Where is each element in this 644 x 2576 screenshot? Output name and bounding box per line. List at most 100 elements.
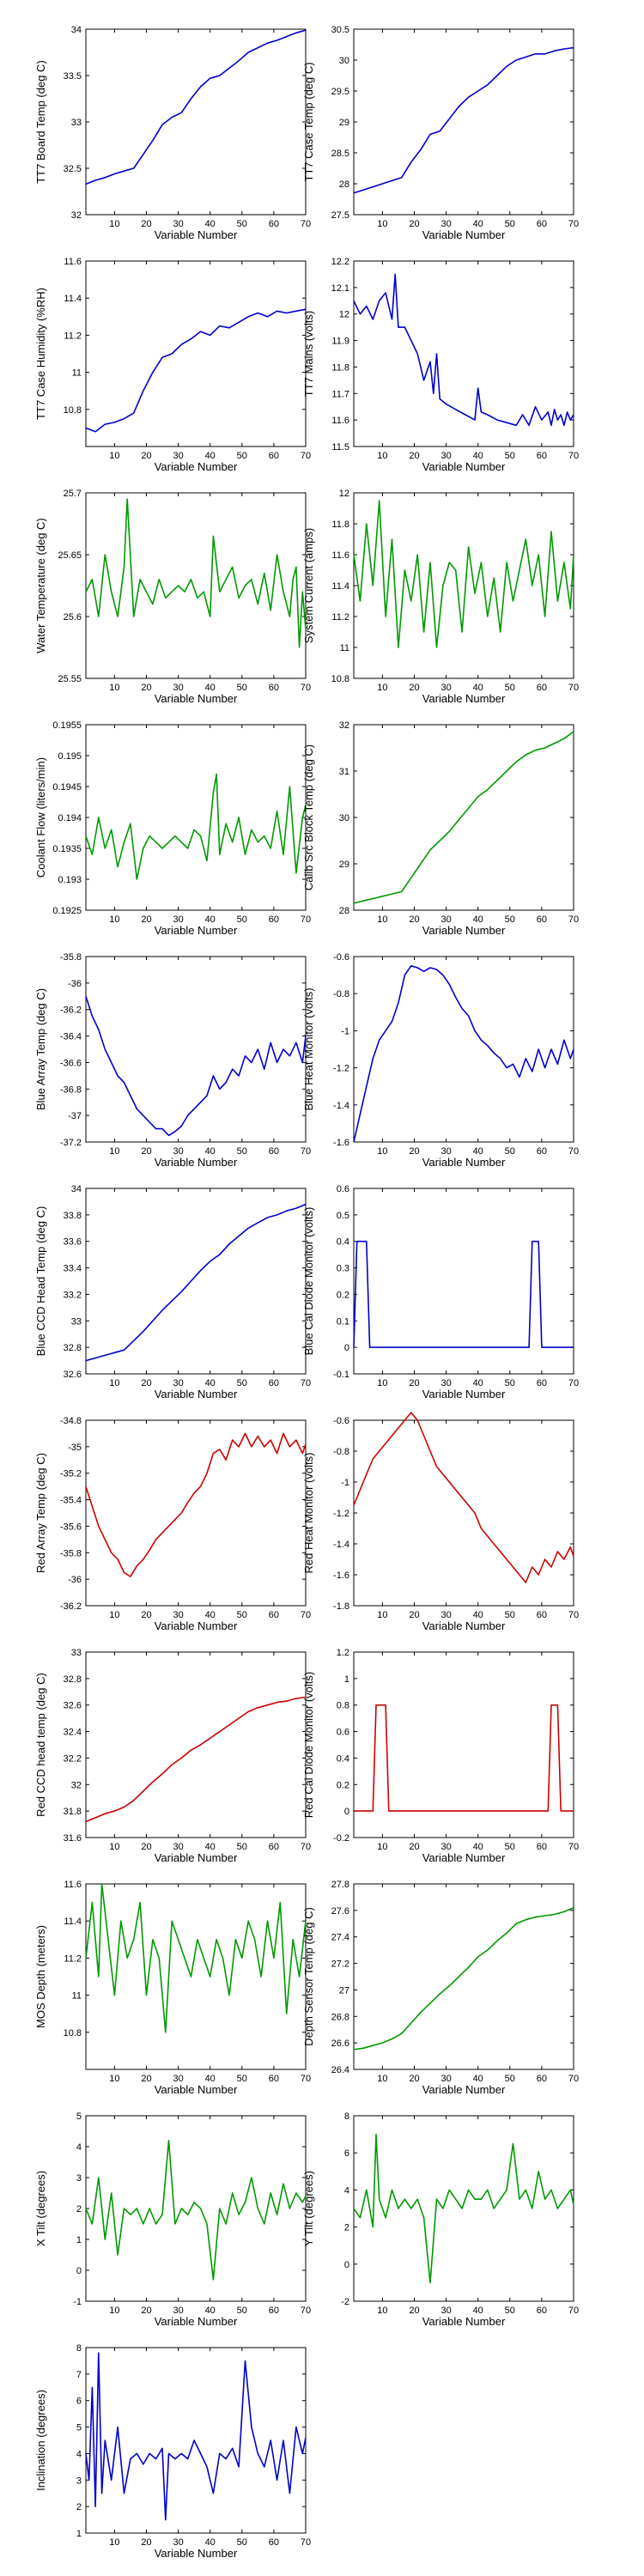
x-tick-label: 30 bbox=[440, 914, 451, 925]
y-axis-label: Blue Cal Diode Monitor (volts) bbox=[302, 1207, 315, 1356]
x-tick-label: 10 bbox=[109, 219, 119, 229]
y-tick-label: 11.4 bbox=[64, 294, 82, 304]
y-tick-label: 33.6 bbox=[64, 1237, 82, 1248]
y-tick-label: 6 bbox=[344, 2148, 349, 2159]
y-tick-label: 12 bbox=[339, 489, 349, 499]
y-tick-label: 27.6 bbox=[331, 1906, 349, 1917]
y-tick-label: 11.6 bbox=[64, 1880, 82, 1890]
x-tick-label: 70 bbox=[568, 1146, 579, 1157]
x-tick-label: 70 bbox=[568, 914, 579, 925]
y-tick-label: 0.1945 bbox=[52, 782, 82, 793]
plot-frame bbox=[85, 1419, 307, 1607]
y-tick-label: 32 bbox=[71, 1780, 82, 1790]
y-axis-label: X Tilt (degrees) bbox=[34, 2171, 47, 2246]
x-tick-label: 30 bbox=[440, 2074, 451, 2084]
x-tick-label: 60 bbox=[537, 2306, 547, 2316]
x-tick-label: 30 bbox=[173, 1378, 183, 1388]
x-tick-label: 70 bbox=[301, 1610, 311, 1620]
x-tick-label: 20 bbox=[141, 2074, 151, 2084]
x-axis-label: Variable Number bbox=[422, 1619, 506, 1632]
y-axis-label: Red Array Temp (deg C) bbox=[34, 1453, 47, 1573]
x-tick-label: 70 bbox=[568, 1610, 579, 1620]
y-axis-label: TT7 Case Humidity (%RH) bbox=[34, 288, 47, 420]
y-tick-label: 30.5 bbox=[331, 25, 349, 35]
series-line bbox=[85, 29, 307, 185]
y-tick-label: 11.5 bbox=[331, 442, 349, 453]
chart-depth-sensor-temp: 10 20 30 40 50 60 70 26.4 26.6 26.8 27 27.2 27.4 27.6… bbox=[302, 1880, 579, 2096]
y-tick-label: 1 bbox=[344, 1674, 349, 1685]
y-tick-label: -0.1 bbox=[333, 1370, 349, 1380]
y-tick-label: 8 bbox=[76, 2343, 82, 2354]
x-axis-label: Variable Number bbox=[155, 1851, 238, 1864]
x-axis-label: Variable Number bbox=[155, 692, 238, 705]
series-line bbox=[85, 1696, 307, 1823]
x-tick-label: 10 bbox=[377, 1146, 387, 1157]
x-tick-label: 60 bbox=[269, 219, 279, 229]
x-tick-label: 10 bbox=[109, 1378, 119, 1388]
y-tick-label: 31 bbox=[339, 767, 349, 777]
plot-frame bbox=[353, 956, 574, 1143]
x-tick-label: 50 bbox=[237, 914, 247, 925]
chart-blue-array-temp: 10 20 30 40 50 60 70 -37.2 -37 -36.8 -36.6 -36.4 -36… bbox=[34, 952, 311, 1169]
y-axis-label: Coolant Flow (liters/min) bbox=[34, 757, 47, 878]
y-tick-label: 5 bbox=[76, 2423, 82, 2433]
y-tick-label: 0.1925 bbox=[52, 906, 82, 916]
y-tick-label: 33.8 bbox=[64, 1211, 82, 1221]
y-tick-label: 31.6 bbox=[64, 1833, 82, 1844]
plot-frame bbox=[85, 2347, 307, 2534]
y-tick-label: -37.2 bbox=[60, 1138, 82, 1148]
x-tick-label: 10 bbox=[377, 683, 387, 693]
x-axis-label: Variable Number bbox=[155, 2083, 238, 2096]
x-tick-label: 20 bbox=[409, 1378, 419, 1388]
x-tick-label: 70 bbox=[301, 2537, 311, 2548]
y-tick-label: 0.1 bbox=[337, 1316, 349, 1327]
x-tick-label: 20 bbox=[141, 1378, 151, 1388]
y-tick-label: 34 bbox=[71, 25, 82, 35]
x-tick-label: 50 bbox=[505, 1378, 515, 1388]
y-tick-label: 29 bbox=[339, 860, 349, 870]
x-axis-label: Variable Number bbox=[422, 228, 506, 241]
y-tick-label: -1 bbox=[73, 2297, 82, 2307]
x-axis-label: Variable Number bbox=[155, 1619, 238, 1632]
y-tick-label: -0.2 bbox=[333, 1833, 349, 1844]
y-tick-label: -1.6 bbox=[333, 1571, 349, 1581]
y-tick-label: 27.5 bbox=[331, 210, 349, 221]
y-tick-label: -1 bbox=[341, 1026, 349, 1036]
x-tick-label: 50 bbox=[505, 914, 515, 925]
chart-red-cal-diode-monitor: 10 20 30 40 50 60 70 -0.2 0 0.2 0.4 0.6 0.8 1 1.2 Varia… bbox=[302, 1648, 579, 1864]
x-tick-label: 30 bbox=[440, 1146, 451, 1157]
x-tick-label: 40 bbox=[205, 2537, 216, 2548]
chart-red-ccd-head-temp: 10 20 30 40 50 60 70 31.6 31.8 32 32.2 32.4 32.6 32.8… bbox=[34, 1648, 311, 1864]
x-tick-label: 30 bbox=[440, 1610, 451, 1620]
chart-tt7-mains: 10 20 30 40 50 60 70 11.5 11.6 11.7 11.8 11.9 12 12.1… bbox=[302, 257, 579, 473]
y-tick-label: 32.6 bbox=[64, 1701, 82, 1711]
x-tick-label: 70 bbox=[301, 219, 311, 229]
y-tick-label: 33 bbox=[71, 1648, 82, 1658]
x-axis-label: Variable Number bbox=[155, 924, 238, 937]
y-tick-label: -0.8 bbox=[333, 989, 349, 999]
chart-blue-cal-diode-monitor: 10 20 30 40 50 60 70 -0.1 0 0.1 0.2 0.3 0.4 0.5 0.6 Var… bbox=[302, 1184, 579, 1400]
x-tick-label: 60 bbox=[269, 1146, 279, 1157]
x-tick-label: 70 bbox=[301, 1378, 311, 1388]
x-tick-label: 40 bbox=[473, 2306, 483, 2316]
x-tick-label: 30 bbox=[173, 1842, 183, 1852]
chart-red-heat-monitor: 10 20 30 40 50 60 70 -1.8 -1.6 -1.4 -1.2 -1 -0.8 -0.6… bbox=[302, 1412, 579, 1632]
x-tick-label: 50 bbox=[505, 219, 515, 229]
plot-frame bbox=[353, 28, 574, 216]
x-tick-label: 60 bbox=[269, 1842, 279, 1852]
x-tick-label: 70 bbox=[568, 451, 579, 461]
y-tick-label: 5 bbox=[76, 2111, 82, 2122]
x-tick-label: 10 bbox=[377, 1378, 387, 1388]
x-tick-label: 30 bbox=[173, 1610, 183, 1620]
y-tick-label: -34.8 bbox=[60, 1416, 82, 1426]
y-tick-label: -1.4 bbox=[333, 1101, 349, 1111]
y-tick-label: 0.195 bbox=[58, 751, 82, 762]
y-tick-label: 2 bbox=[344, 2223, 349, 2233]
x-tick-label: 70 bbox=[568, 219, 579, 229]
y-tick-label: 11.8 bbox=[331, 519, 349, 530]
series-line bbox=[353, 731, 574, 904]
x-tick-label: 60 bbox=[537, 914, 547, 925]
x-tick-label: 20 bbox=[141, 2537, 151, 2548]
x-tick-label: 20 bbox=[409, 914, 419, 925]
x-tick-label: 30 bbox=[173, 914, 183, 925]
